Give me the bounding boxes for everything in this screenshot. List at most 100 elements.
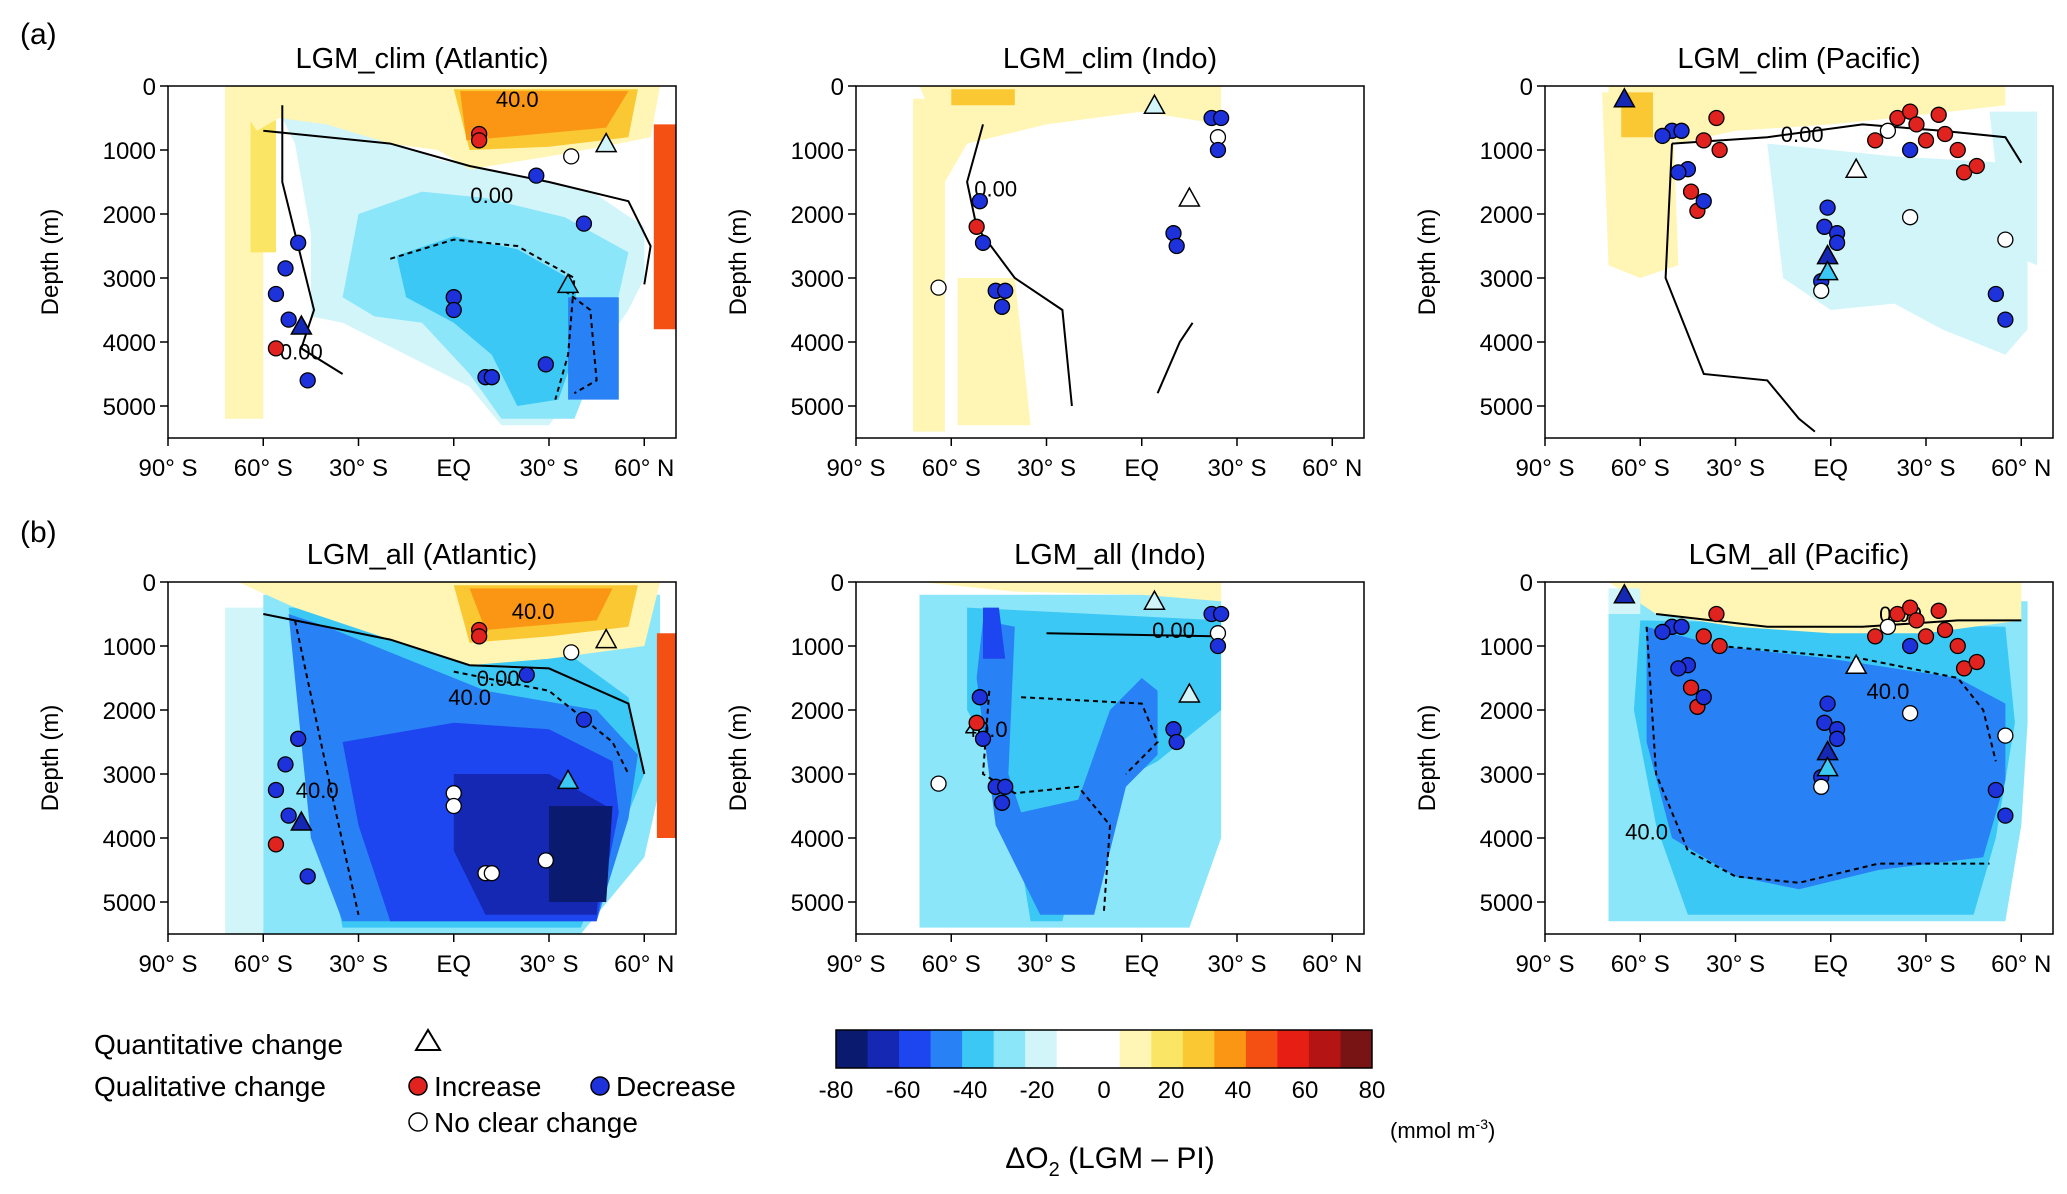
legend-increase-label: Increase <box>434 1071 541 1102</box>
data-point-none <box>1879 122 1897 139</box>
zero-contour <box>281 105 344 375</box>
positive-region <box>656 633 676 838</box>
x-tick-label: 60° S <box>234 951 293 978</box>
data-point-decrease <box>299 868 316 885</box>
positive-region <box>460 91 629 141</box>
legend-qualitative-label: Qualitative change <box>94 1071 326 1102</box>
y-axis-label: Depth (m) <box>1414 705 1441 812</box>
plot-frame <box>167 85 677 439</box>
zero-contour <box>1664 143 1816 433</box>
contour-label: 40.0 <box>512 599 555 624</box>
data-point-decrease <box>528 167 545 184</box>
y-tick-label: 3000 <box>1480 266 1533 293</box>
data-point-increase <box>1695 628 1712 645</box>
data-point-quantitative <box>1613 87 1636 108</box>
data-point-decrease <box>1670 660 1687 677</box>
y-tick-label: 2000 <box>791 202 844 229</box>
data-point-quantitative <box>1844 157 1868 178</box>
data-point-decrease <box>1670 164 1687 181</box>
legend: Quantitative change Qualitative change I… <box>94 1028 1495 1181</box>
data-point-decrease <box>1209 141 1227 159</box>
x-tick-label: 60° N <box>614 951 674 978</box>
colorbar-tick-label: 40 <box>1225 1077 1252 1104</box>
data-point-increase <box>1955 660 1973 677</box>
x-tick-label: 30° S <box>520 455 579 482</box>
y-tick-label: 5000 <box>103 890 156 917</box>
colorbar-segment <box>1182 1030 1215 1068</box>
data-point-quantitative <box>594 628 618 649</box>
zero-contour <box>966 124 1073 407</box>
data-point-increase <box>1968 157 1985 175</box>
y-tick-label: 1000 <box>791 138 844 165</box>
negative-region <box>396 236 581 406</box>
data-point-decrease <box>993 298 1011 315</box>
colorbar-title: ΔO2 (LGM – PI) <box>1005 1142 1215 1181</box>
positive-region <box>951 89 1015 106</box>
y-tick-label: 3000 <box>103 762 156 789</box>
y-tick-label: 3000 <box>1480 762 1533 789</box>
zero-contour <box>263 129 652 285</box>
data-point-decrease <box>997 778 1014 795</box>
data-point-decrease <box>1673 618 1690 635</box>
negative-region <box>1989 111 2038 266</box>
data-point-decrease <box>1819 695 1836 712</box>
colorbar-segment <box>962 1030 995 1068</box>
x-tick-label: 90° S <box>1516 951 1575 978</box>
x-tick-label: EQ <box>436 951 471 978</box>
contour-label: 0.00 <box>280 340 323 365</box>
data-point-increase <box>1908 116 1925 133</box>
data-point-decrease <box>280 311 297 328</box>
data-point-decrease <box>267 781 285 799</box>
x-tick-label: EQ <box>1813 455 1848 482</box>
y-tick-label: 4000 <box>1480 826 1533 853</box>
x-tick-label: 60° N <box>614 455 674 482</box>
positive-region <box>469 588 613 630</box>
data-point-decrease <box>1816 714 1833 731</box>
y-axis-label: Depth (m) <box>1414 209 1441 316</box>
data-point-increase <box>1908 612 1925 629</box>
plot-frame <box>855 85 1365 439</box>
dashed-contour <box>1021 696 1159 775</box>
colorbar-segment <box>1245 1030 1278 1068</box>
colorbar-segment <box>1088 1030 1121 1068</box>
colorbar-segment <box>1214 1030 1247 1068</box>
data-point-quantitative <box>1143 93 1166 114</box>
data-point-decrease <box>1209 637 1227 655</box>
data-point-increase <box>1936 125 1954 143</box>
x-tick-label: 30° S <box>1017 455 1076 482</box>
y-tick-label: 5000 <box>791 890 844 917</box>
data-point-decrease <box>1212 605 1230 623</box>
zero-contour <box>1046 632 1222 638</box>
colorbar: -80 -60 -40 -20 0 20 40 60 80 <box>819 1029 1385 1104</box>
data-point-increase <box>267 836 285 853</box>
data-point-decrease <box>1997 311 2014 328</box>
colorbar-segment <box>1056 1030 1089 1068</box>
positive-region <box>250 98 276 253</box>
data-point-decrease <box>997 282 1014 299</box>
data-point-increase <box>1708 109 1725 127</box>
contour-label: 40.0 <box>448 685 491 710</box>
dashed-contour <box>390 238 576 400</box>
y-tick-label: 4000 <box>103 826 156 853</box>
x-tick-label: 90° S <box>1516 455 1575 482</box>
x-tick-label: 30° S <box>1017 951 1076 978</box>
panel-title: LGM_all (Indo) <box>1014 539 1206 571</box>
x-tick-label: 60° N <box>1302 951 1362 978</box>
panel-all-indo: LGM_all (Indo) 0 1000 2000 3000 4000 5000 Depth… <box>725 539 1365 978</box>
data-point-none <box>1901 209 1919 226</box>
contour-label: 40.0 <box>1625 820 1668 845</box>
data-point-increase <box>1867 628 1884 645</box>
data-point-increase <box>470 132 488 149</box>
row-label-b: (b) <box>20 516 57 549</box>
x-tick-label: 90° S <box>827 951 886 978</box>
data-point-increase <box>267 340 285 357</box>
data-point-decrease <box>290 730 307 747</box>
colorbar-segment <box>993 1030 1026 1068</box>
x-tick-label: EQ <box>436 455 471 482</box>
data-point-decrease <box>971 193 988 210</box>
x-tick-label: 90° S <box>827 455 886 482</box>
data-point-quantitative <box>1844 653 1868 674</box>
y-tick-label: 1000 <box>103 138 156 165</box>
panel-clim-pacific: LGM_clim (Pacific) 0 1000 2000 3000 4000 5000 D… <box>1414 43 2054 482</box>
